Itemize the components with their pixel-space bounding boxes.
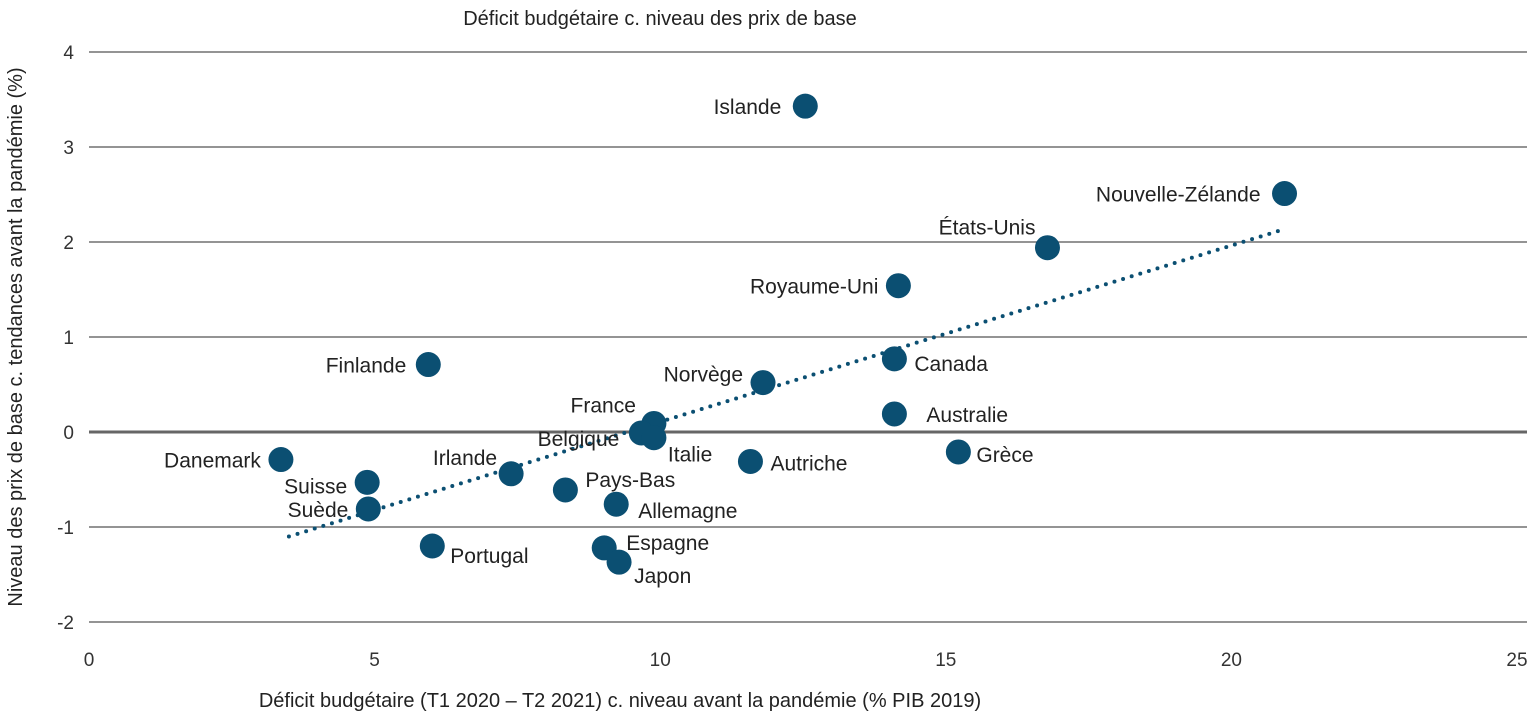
point-label: Finlande bbox=[326, 355, 407, 378]
point-label: Autriche bbox=[770, 452, 847, 475]
point-label: Canada bbox=[914, 353, 988, 376]
point-label: Australie bbox=[926, 404, 1008, 427]
y-tick-label: 2 bbox=[63, 233, 74, 254]
y-tick-label: -1 bbox=[57, 518, 74, 539]
data-point bbox=[1272, 181, 1298, 207]
y-tick-label: 3 bbox=[63, 138, 74, 159]
chart-title: Déficit budgétaire c. niveau des prix de… bbox=[463, 8, 857, 30]
data-point bbox=[881, 346, 907, 372]
trendline-group bbox=[286, 227, 1285, 539]
x-tick-label: 15 bbox=[935, 650, 956, 671]
data-point bbox=[750, 370, 776, 396]
point-label: Royaume-Uni bbox=[750, 276, 878, 299]
point-labels: Islande Nouvelle-Zélande États-Unis Royaume… bbox=[164, 96, 1260, 588]
y-tick-label: -2 bbox=[57, 613, 74, 634]
y-tick-label: 1 bbox=[63, 328, 74, 349]
data-point bbox=[792, 93, 818, 119]
point-label: Pays-Bas bbox=[585, 469, 675, 492]
data-point bbox=[415, 352, 441, 378]
y-axis-title: Niveau des prix de base c. tendances ava… bbox=[5, 67, 27, 606]
data-point bbox=[268, 447, 294, 473]
x-tick-label: 20 bbox=[1221, 650, 1242, 671]
x-tick-label: 25 bbox=[1506, 650, 1527, 671]
data-points bbox=[268, 93, 1298, 575]
data-point bbox=[498, 461, 524, 487]
x-axis-title: Déficit budgétaire (T1 2020 – T2 2021) c… bbox=[259, 690, 981, 712]
point-label: Grèce bbox=[976, 444, 1033, 467]
y-tick-label: 0 bbox=[63, 423, 74, 444]
point-label: France bbox=[571, 394, 636, 417]
point-label: Suède bbox=[288, 499, 349, 522]
point-label: Danemark bbox=[164, 450, 261, 473]
data-point bbox=[355, 496, 381, 522]
point-label: Nouvelle-Zélande bbox=[1096, 184, 1261, 207]
point-label: Italie bbox=[668, 444, 712, 467]
data-point bbox=[603, 491, 629, 517]
x-tick-label: 5 bbox=[369, 650, 380, 671]
point-label: Islande bbox=[714, 96, 782, 119]
data-point bbox=[881, 401, 907, 427]
y-tick-label: 4 bbox=[63, 43, 74, 64]
point-label: Japon bbox=[634, 565, 691, 588]
data-point bbox=[552, 477, 578, 503]
data-point bbox=[606, 549, 632, 575]
point-label: États-Unis bbox=[939, 217, 1036, 240]
data-point bbox=[354, 469, 380, 495]
point-label: Espagne bbox=[626, 532, 709, 555]
point-label: Allemagne bbox=[638, 500, 737, 523]
data-point bbox=[419, 533, 445, 559]
x-tick-label: 10 bbox=[650, 650, 671, 671]
x-tick-label: 0 bbox=[84, 650, 95, 671]
data-point bbox=[641, 425, 667, 451]
point-label: Suisse bbox=[284, 475, 347, 498]
data-point bbox=[945, 439, 971, 465]
data-point bbox=[885, 273, 911, 299]
tick-labels: -2 -1 0 1 2 3 4 0 5 10 15 20 25 bbox=[57, 43, 1527, 671]
trendline bbox=[286, 227, 1285, 539]
gridlines bbox=[89, 51, 1527, 623]
data-point bbox=[1034, 235, 1060, 261]
point-label: Irlande bbox=[433, 447, 497, 470]
point-label: Belgique bbox=[538, 428, 620, 451]
point-label: Portugal bbox=[450, 545, 528, 568]
data-point bbox=[737, 448, 763, 474]
point-label: Norvège bbox=[664, 364, 743, 387]
